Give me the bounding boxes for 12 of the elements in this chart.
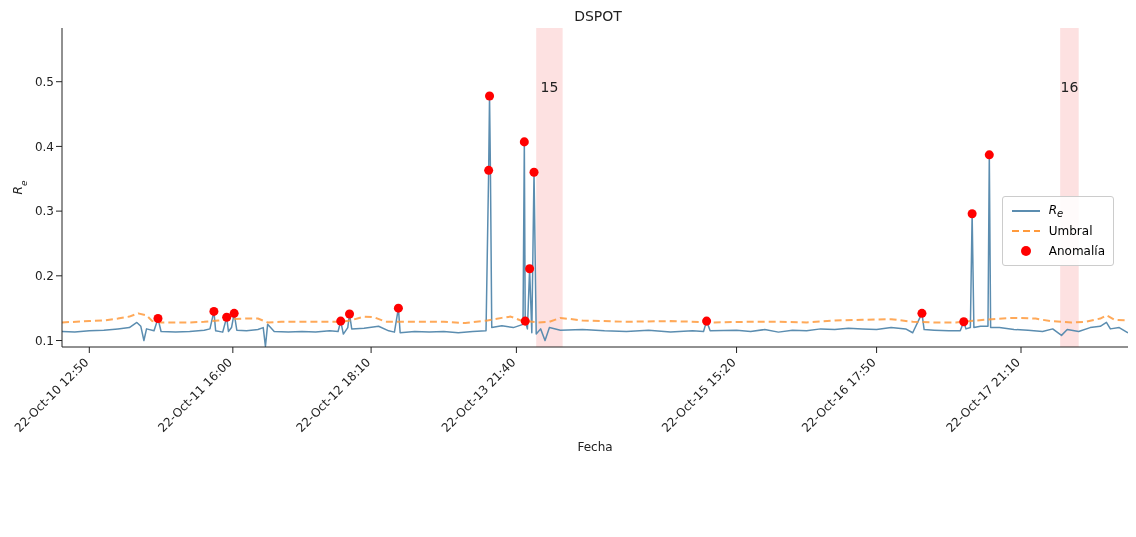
legend-label: Umbral: [1048, 224, 1093, 238]
y-tick-label: 0.2: [34, 269, 54, 284]
x-axis-title: Fecha: [577, 440, 613, 454]
chart-title: DSPOT: [573, 8, 623, 24]
y-tick-label: 0.1: [34, 333, 54, 348]
y-tick-label: 0.3: [34, 204, 54, 219]
band-label: 16: [1060, 78, 1079, 95]
y-tick-label: 0.5: [34, 74, 54, 89]
band-label: 15: [540, 78, 559, 95]
legend-label: R$_{e}$: [1048, 202, 1064, 220]
y-tick-label: 0.4: [34, 139, 54, 154]
legend-label: Anomalía: [1048, 244, 1105, 258]
